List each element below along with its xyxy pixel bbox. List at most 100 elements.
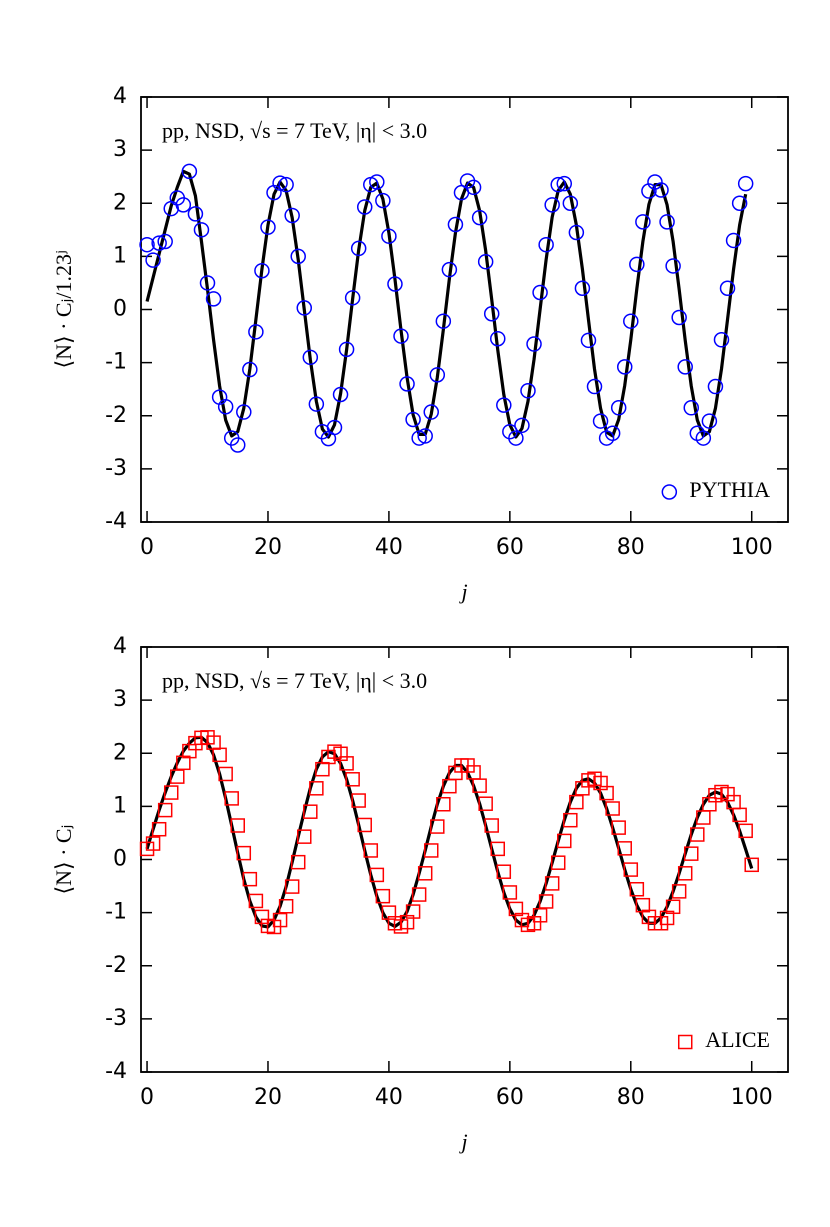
data-point (332, 386, 349, 403)
data-point (284, 207, 300, 224)
data-point (357, 817, 372, 833)
data-point (538, 894, 554, 909)
legend-marker (661, 484, 678, 500)
data-point (387, 276, 403, 292)
data-point (605, 801, 620, 816)
data-point (350, 240, 367, 257)
data-point (309, 781, 324, 796)
data-point (205, 291, 222, 307)
x-tick-label: 20 (254, 1085, 282, 1110)
data-point (665, 899, 681, 915)
data-point (272, 175, 288, 191)
data-point (170, 769, 185, 784)
data-point (477, 253, 494, 270)
data-point (351, 793, 366, 808)
y-tick-label: -2 (105, 953, 127, 978)
data-point (417, 866, 433, 881)
data-point (363, 843, 379, 858)
data-point (375, 888, 391, 904)
data-point (290, 248, 306, 265)
annotation: pp, NSD, √s = 7 TeV, |η| < 3.0 (162, 668, 427, 693)
data-point (417, 428, 433, 444)
data-point (224, 791, 239, 806)
data-point (617, 841, 632, 856)
y-tick-label: -4 (105, 509, 127, 534)
y-tick-label: 0 (113, 847, 127, 872)
data-point (744, 857, 759, 873)
x-tick-label: 60 (496, 1085, 524, 1110)
x-tick-label: 40 (375, 535, 403, 560)
data-point (290, 854, 306, 870)
data-point (151, 235, 167, 251)
data-point (411, 430, 427, 446)
x-tick-label: 80 (617, 1085, 645, 1110)
y-tick-label: 2 (113, 740, 127, 765)
data-point (381, 228, 397, 244)
data-point (345, 772, 360, 787)
data-point (568, 224, 585, 241)
fit-line (145, 169, 748, 439)
data-point (544, 876, 560, 891)
data-point (157, 233, 173, 250)
data-point (592, 413, 609, 429)
x-tick-label: 40 (375, 1085, 403, 1110)
data-point (236, 845, 252, 861)
data-point (230, 818, 245, 833)
data-point (611, 820, 626, 835)
data-point (731, 195, 748, 211)
data-point (665, 258, 681, 274)
data-point (557, 833, 572, 849)
x-tick-label: 0 (140, 535, 154, 560)
data-point (647, 174, 663, 190)
data-point (599, 785, 614, 801)
data-point (430, 819, 445, 834)
data-point (635, 214, 651, 230)
data-point (429, 367, 446, 383)
data-point (732, 807, 747, 823)
y-tick-label: -1 (105, 350, 127, 375)
data-point (236, 404, 252, 420)
y-tick-label: -3 (105, 1006, 127, 1031)
data-point (610, 400, 627, 416)
data-point (296, 300, 313, 316)
x-tick-label: 100 (731, 535, 773, 560)
data-point (248, 893, 264, 909)
data-point (260, 219, 276, 235)
data-point (435, 313, 452, 329)
data-point (218, 766, 233, 782)
data-point (436, 797, 451, 812)
data-point (562, 195, 579, 211)
data-point (707, 378, 724, 395)
data-point (339, 756, 354, 771)
data-point (623, 313, 639, 329)
data-point (139, 236, 155, 253)
y-tick-label: 0 (113, 297, 127, 322)
data-point (713, 332, 730, 348)
x-tick-label: 80 (617, 535, 645, 560)
data-point (502, 885, 518, 900)
data-point (145, 836, 161, 851)
legend-label: PYTHIA (689, 477, 770, 502)
data-point (163, 785, 179, 800)
data-point (217, 398, 234, 415)
data-point (526, 336, 542, 352)
data-point (369, 174, 385, 190)
y-tick-label: 2 (113, 190, 127, 215)
data-point (411, 887, 427, 902)
data-point (629, 256, 645, 273)
data-point (302, 349, 319, 366)
data-point (465, 179, 482, 196)
data-point (695, 430, 712, 446)
data-point (157, 802, 173, 818)
data-point (574, 280, 591, 296)
x-axis-label: j (458, 1129, 467, 1154)
x-tick-label: 100 (731, 1085, 773, 1110)
y-tick-label: -4 (105, 1059, 127, 1084)
data-point (242, 361, 258, 378)
data-point (520, 383, 536, 399)
data-point (532, 908, 548, 923)
data-point (684, 846, 699, 861)
data-point (496, 864, 512, 879)
